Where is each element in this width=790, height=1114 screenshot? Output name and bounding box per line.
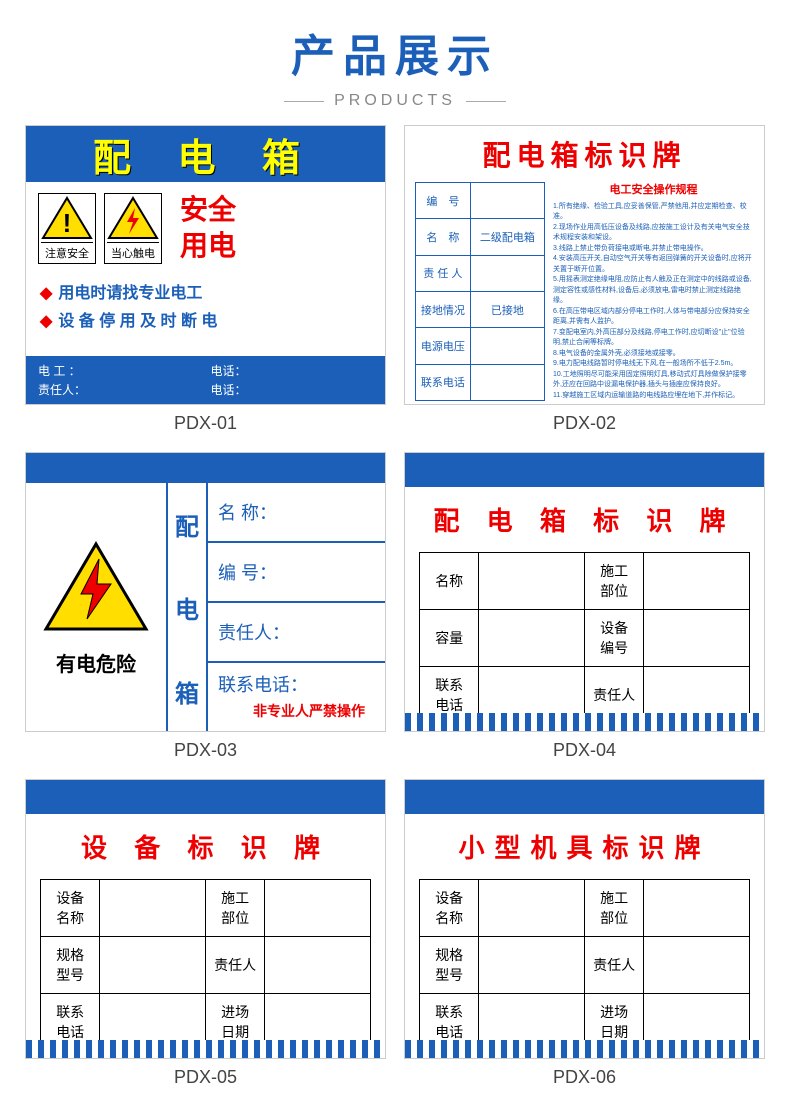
top-bar xyxy=(26,453,385,483)
top-bar xyxy=(405,453,764,487)
bottom-stripes xyxy=(26,1040,385,1058)
form-row: 联系电话： 非专业人严禁操作 xyxy=(208,663,385,732)
product-item: 配 电 箱 ! 注意安全 当心触电 安全用电 用电时请找专业电工 设 备 停 用… xyxy=(25,125,386,434)
card-title: 小型机具标识牌 xyxy=(405,814,764,879)
product-id: PDX-02 xyxy=(404,413,765,434)
warning-sign: ! 注意安全 xyxy=(38,193,96,264)
form-row: 责任人： xyxy=(208,603,385,663)
danger-label: 有电危险 xyxy=(56,648,136,677)
card-title-bar: 配 电 箱 xyxy=(26,126,385,182)
card-title: 配电箱标识牌 xyxy=(405,126,764,182)
product-id: PDX-01 xyxy=(25,413,386,434)
warning-label: 当心触电 xyxy=(107,242,159,263)
rules-title: 电工安全操作规程 xyxy=(553,182,754,199)
instruction-lines: 用电时请找专业电工 设 备 停 用 及 时 断 电 xyxy=(26,279,385,331)
warning-text: 非专业人严禁操作 xyxy=(218,697,375,725)
form-fields: 名 称： 编 号： 责任人： 联系电话： 非专业人严禁操作 xyxy=(206,483,385,732)
form-row: 名 称： xyxy=(208,483,385,543)
svg-text:!: ! xyxy=(63,208,72,238)
warning-triangle-icon: ! xyxy=(39,194,95,242)
card-pdx-01: 配 电 箱 ! 注意安全 当心触电 安全用电 用电时请找专业电工 设 备 停 用… xyxy=(25,125,386,405)
bottom-stripes xyxy=(405,1040,764,1058)
product-item: 配 电 箱 标 识 牌 名称 施工部位 容量 设备编号 联系电话 责任人 检验状… xyxy=(404,452,765,761)
page-title: 产品展示 xyxy=(0,20,790,84)
product-id: PDX-03 xyxy=(25,740,386,761)
lightning-triangle-icon xyxy=(105,194,161,242)
warning-label: 注意安全 xyxy=(41,242,93,263)
card-pdx-02: 配电箱标识牌 编 号 名 称二级配电箱责 任 人 接地情况已接地电源电压 联系电… xyxy=(404,125,765,405)
card-title: 配 电 箱 xyxy=(93,127,318,182)
info-table: 设备名称 施工部位 规格型号 责任人 联系电话 进场日期 生产厂家 xyxy=(40,879,371,1059)
vertical-title: 配 电 箱 xyxy=(166,483,206,732)
page-subtitle: PRODUCTS xyxy=(0,92,790,110)
contact-footer: 电 工 ：电话： 责任人：电话： xyxy=(26,356,385,404)
card-pdx-05: 设 备 标 识 牌 设备名称 施工部位 规格型号 责任人 联系电话 进场日期 生… xyxy=(25,779,386,1059)
rules-panel: 电工安全操作规程 1.所有绝缘、检验工具,应妥善保管,严禁他用,并应定期检查、校… xyxy=(553,182,754,401)
product-id: PDX-06 xyxy=(404,1067,765,1088)
danger-panel: 有电危险 xyxy=(26,483,166,732)
rules-list: 1.所有绝缘、检验工具,应妥善保管,严禁他用,并应定期检查、校准。2.现场作业用… xyxy=(553,202,754,402)
card-pdx-03: 有电危险 配 电 箱 名 称： 编 号： 责任人： 联系电话： 非专业人严禁操作 xyxy=(25,452,386,732)
card-title: 设 备 标 识 牌 xyxy=(26,814,385,879)
lightning-triangle-icon xyxy=(41,539,151,634)
bottom-stripes xyxy=(405,713,764,731)
top-bar xyxy=(405,780,764,814)
info-table: 设备名称 施工部位 规格型号 责任人 联系电话 进场日期 生产厂家 xyxy=(419,879,750,1059)
info-table: 名称 施工部位 容量 设备编号 联系电话 责任人 检验状态 xyxy=(419,552,750,732)
product-item: 设 备 标 识 牌 设备名称 施工部位 规格型号 责任人 联系电话 进场日期 生… xyxy=(25,779,386,1088)
top-bar xyxy=(26,780,385,814)
card-pdx-06: 小型机具标识牌 设备名称 施工部位 规格型号 责任人 联系电话 进场日期 生产厂… xyxy=(404,779,765,1059)
product-item: 小型机具标识牌 设备名称 施工部位 规格型号 责任人 联系电话 进场日期 生产厂… xyxy=(404,779,765,1088)
instruction-line: 设 备 停 用 及 时 断 电 xyxy=(40,307,371,331)
page-header: 产品展示 PRODUCTS xyxy=(0,0,790,125)
card-title: 配 电 箱 标 识 牌 xyxy=(405,487,764,552)
product-id: PDX-05 xyxy=(25,1067,386,1088)
product-item: 配电箱标识牌 编 号 名 称二级配电箱责 任 人 接地情况已接地电源电压 联系电… xyxy=(404,125,765,434)
product-grid: 配 电 箱 ! 注意安全 当心触电 安全用电 用电时请找专业电工 设 备 停 用… xyxy=(0,125,790,1113)
form-row: 编 号： xyxy=(208,543,385,603)
info-table: 编 号 名 称二级配电箱责 任 人 接地情况已接地电源电压 联系电话 xyxy=(415,182,545,401)
warning-sign: 当心触电 xyxy=(104,193,162,264)
product-item: 有电危险 配 电 箱 名 称： 编 号： 责任人： 联系电话： 非专业人严禁操作 xyxy=(25,452,386,761)
instruction-line: 用电时请找专业电工 xyxy=(40,279,371,303)
card-pdx-04: 配 电 箱 标 识 牌 名称 施工部位 容量 设备编号 联系电话 责任人 检验状… xyxy=(404,452,765,732)
product-id: PDX-04 xyxy=(404,740,765,761)
safety-text: 安全用电 xyxy=(180,192,236,265)
